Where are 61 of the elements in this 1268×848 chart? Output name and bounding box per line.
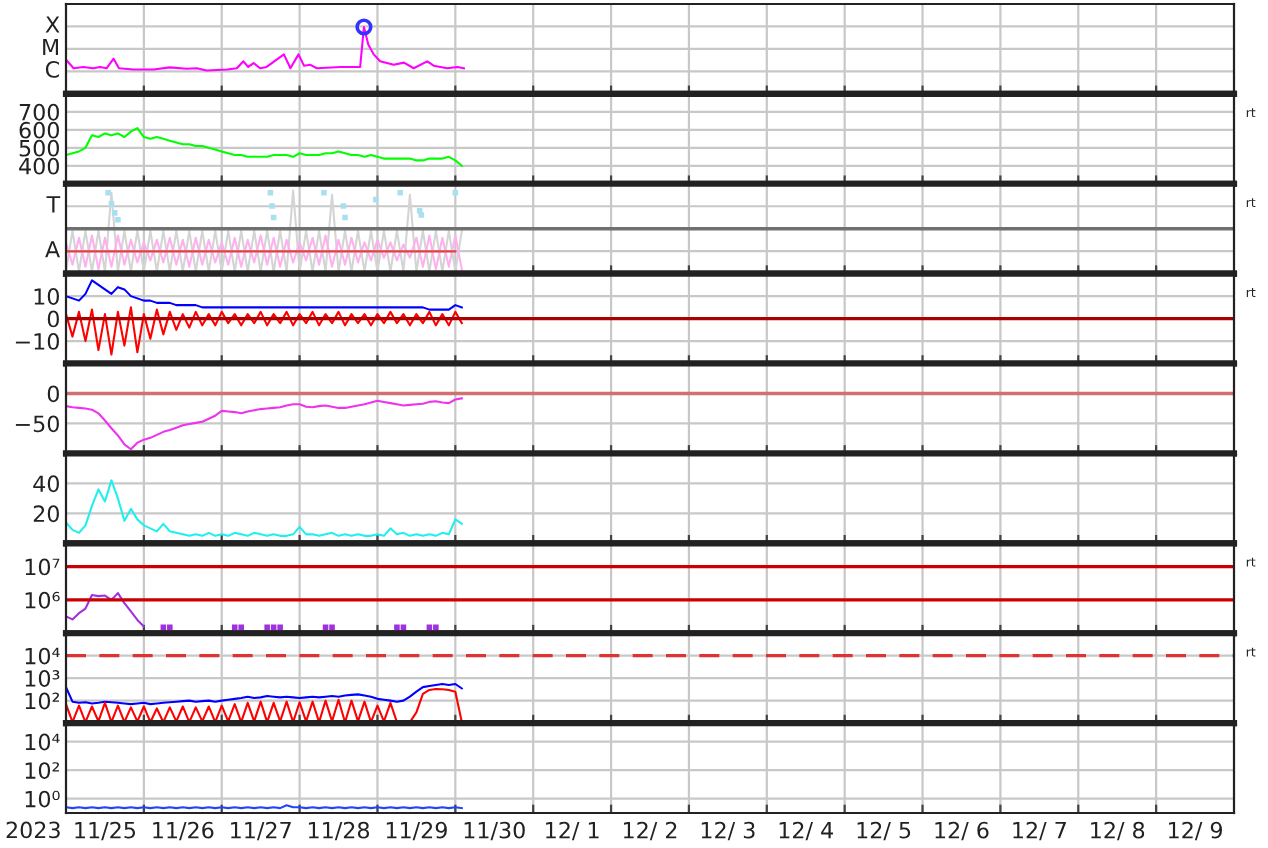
y-tick-label: 600 [19, 121, 59, 139]
text: M [43, 38, 58, 56]
y-tick-label: 10² [25, 762, 60, 779]
text: X [45, 16, 60, 33]
y-tick-label: 700 [19, 103, 59, 121]
x-tick-label: 11/28 [308, 821, 370, 841]
x-tick-label: 12/ 3 [701, 821, 755, 841]
text: T [46, 196, 61, 213]
point [108, 201, 115, 207]
y-tick-label: −10 [15, 333, 59, 350]
point [269, 203, 275, 209]
y-tick-label: 400 [19, 157, 59, 175]
x-axis-title: 2023 [6, 821, 60, 839]
y-tick-label: 20 [33, 505, 59, 523]
y-tick-label: 500 [19, 139, 59, 157]
point [115, 216, 121, 223]
x-tick-label: 11/27 [231, 821, 291, 841]
x-tick-label: 11/29 [386, 821, 447, 841]
point [397, 189, 403, 196]
x-tick-label: 12/ 5 [857, 821, 911, 841]
line-series [66, 682, 463, 706]
point [267, 189, 274, 196]
line-series [66, 306, 463, 356]
y-tick-label: 10⁷ [25, 558, 60, 576]
text: C [45, 61, 59, 78]
y-tick-label: 10⁴ [25, 647, 60, 665]
x-tick-label: 11/30 [464, 821, 525, 841]
y-tick-label: 10 [34, 288, 59, 305]
x-tick-label: 12/ 1 [546, 821, 599, 841]
point [342, 214, 348, 221]
point [452, 189, 459, 196]
line-series [66, 279, 463, 311]
x-tick-label: 11/26 [153, 821, 214, 841]
point [418, 212, 425, 218]
line-series [66, 592, 145, 628]
x-tick-label: 12/ 9 [1169, 821, 1222, 841]
y-tick-label: 0 [47, 310, 59, 328]
line-series [66, 687, 463, 724]
y-tick-label: 10⁶ [25, 591, 60, 609]
line-series [66, 127, 463, 167]
x-tick-label: 12/ 7 [1013, 821, 1066, 841]
y-tick-label: 0 [47, 385, 59, 403]
y-tick-label: −50 [15, 415, 59, 433]
point [340, 203, 347, 209]
point [321, 189, 327, 196]
y-tick-label: 10³ [25, 670, 60, 687]
x-tick-label: 12/ 2 [623, 821, 677, 841]
y-tick-label: 40 [33, 475, 59, 493]
line-series [66, 397, 463, 451]
x-tick-label: 12/ 6 [935, 821, 989, 841]
text: A [45, 241, 60, 258]
point [105, 189, 111, 196]
point [111, 210, 118, 216]
y-tick-label: 10⁴ [25, 733, 60, 751]
line-series [66, 479, 463, 537]
x-tick-label: 12/ 8 [1091, 821, 1145, 841]
x-tick-label: 12/ 4 [779, 821, 833, 841]
point [373, 196, 379, 203]
y-tick-label: 10² [25, 692, 60, 710]
y-tick-label: 10⁰ [25, 790, 60, 808]
x-tick-label: 11/25 [75, 821, 136, 841]
